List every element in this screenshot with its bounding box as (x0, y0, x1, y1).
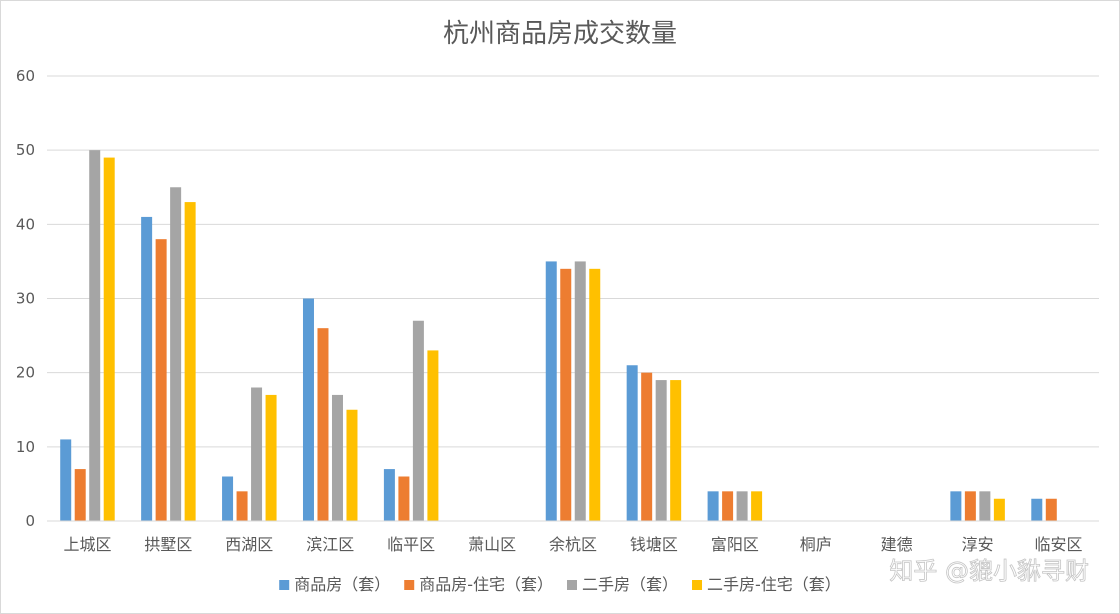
x-category-label: 拱墅区 (144, 535, 192, 554)
chart-title: 杭州商品房成交数量 (443, 19, 677, 49)
bar-西湖区-series-2 (251, 387, 263, 521)
x-category-label: 富阳区 (711, 535, 759, 554)
x-category-label: 临安区 (1035, 535, 1083, 554)
bar-余杭区-series-2 (574, 261, 586, 521)
bar-淳安-series-3 (993, 498, 1005, 521)
bar-上城区-series-3 (103, 157, 115, 521)
x-category-label: 余杭区 (549, 535, 597, 554)
legend-swatch (692, 580, 703, 590)
bar-临平区-series-2 (412, 320, 424, 521)
legend-label: 商品房-住宅（套） (419, 575, 553, 594)
bar-余杭区-series-3 (589, 268, 601, 521)
y-axis-ticks: 0 10 20 30 40 50 60 (16, 67, 35, 530)
y-tick-label: 40 (16, 215, 35, 233)
legend: 商品房（套） 商品房-住宅（套） 二手房（套） 二手房-住宅（套） (279, 575, 841, 594)
bar-滨江区-series-0 (302, 298, 314, 521)
bar-钱塘区-series-2 (655, 380, 667, 521)
bar-富阳区-series-3 (751, 491, 763, 521)
x-category-label: 临平区 (387, 535, 435, 554)
bar-上城区-series-2 (89, 150, 101, 522)
bar-淳安-series-0 (950, 491, 962, 521)
x-category-label: 萧山区 (468, 535, 516, 554)
bar-临平区-series-0 (383, 469, 395, 521)
bar-钱塘区-series-0 (626, 365, 638, 521)
bar-临安区-series-0 (1031, 498, 1043, 521)
legend-swatch (567, 580, 577, 590)
x-category-label: 滨江区 (306, 535, 354, 554)
bar-富阳区-series-1 (722, 491, 734, 521)
bar-滨江区-series-3 (346, 409, 358, 521)
x-category-label: 建德 (881, 535, 913, 554)
bar-拱墅区-series-3 (184, 202, 196, 521)
legend-label: 二手房-住宅（套） (707, 575, 841, 594)
bar-临平区-series-1 (398, 476, 410, 521)
legend-swatch (404, 580, 415, 590)
x-category-label: 上城区 (63, 535, 111, 554)
x-axis-categories: 上城区 拱墅区 西湖区 滨江区 临平区 萧山区 余杭区 钱塘区 富阳区 桐庐 建德 淳安 临安区 (63, 535, 1082, 554)
watermark: 知乎 @貔小貅寻财 (889, 557, 1089, 585)
bar-拱墅区-series-0 (141, 216, 153, 522)
x-category-label: 桐庐 (800, 535, 832, 554)
bar-上城区-series-0 (60, 439, 72, 521)
y-tick-label: 50 (16, 141, 35, 159)
bar-上城区-series-1 (74, 469, 86, 521)
y-tick-label: 30 (16, 290, 35, 308)
bar-钱塘区-series-3 (670, 380, 682, 521)
bar-余杭区-series-1 (560, 268, 572, 521)
bar-拱墅区-series-1 (155, 239, 167, 522)
legend-label: 商品房（套） (294, 575, 390, 594)
bar-淳安-series-1 (964, 491, 976, 521)
x-category-label: 淳安 (962, 535, 994, 554)
y-tick-label: 20 (16, 364, 35, 382)
gridlines (47, 75, 1099, 522)
legend-label: 二手房（套） (582, 575, 678, 594)
y-tick-label: 0 (25, 512, 35, 530)
legend-swatch (279, 580, 290, 590)
bar-滨江区-series-1 (317, 328, 329, 521)
x-category-label: 西湖区 (225, 535, 273, 554)
y-tick-label: 10 (16, 438, 35, 456)
y-tick-label: 60 (16, 67, 35, 85)
bars (47, 150, 1099, 522)
bar-滨江区-series-2 (331, 394, 343, 521)
bar-西湖区-series-3 (265, 394, 277, 521)
bar-西湖区-series-0 (222, 476, 234, 521)
bar-西湖区-series-1 (236, 491, 248, 521)
bar-富阳区-series-0 (707, 491, 719, 521)
bar-临平区-series-3 (427, 350, 439, 521)
bar-拱墅区-series-2 (170, 187, 182, 521)
bar-余杭区-series-0 (545, 261, 557, 521)
bar-淳安-series-2 (979, 491, 991, 521)
bar-富阳区-series-2 (736, 491, 748, 521)
bar-钱塘区-series-1 (641, 372, 653, 521)
x-category-label: 钱塘区 (630, 535, 678, 554)
bar-临安区-series-1 (1045, 498, 1057, 521)
